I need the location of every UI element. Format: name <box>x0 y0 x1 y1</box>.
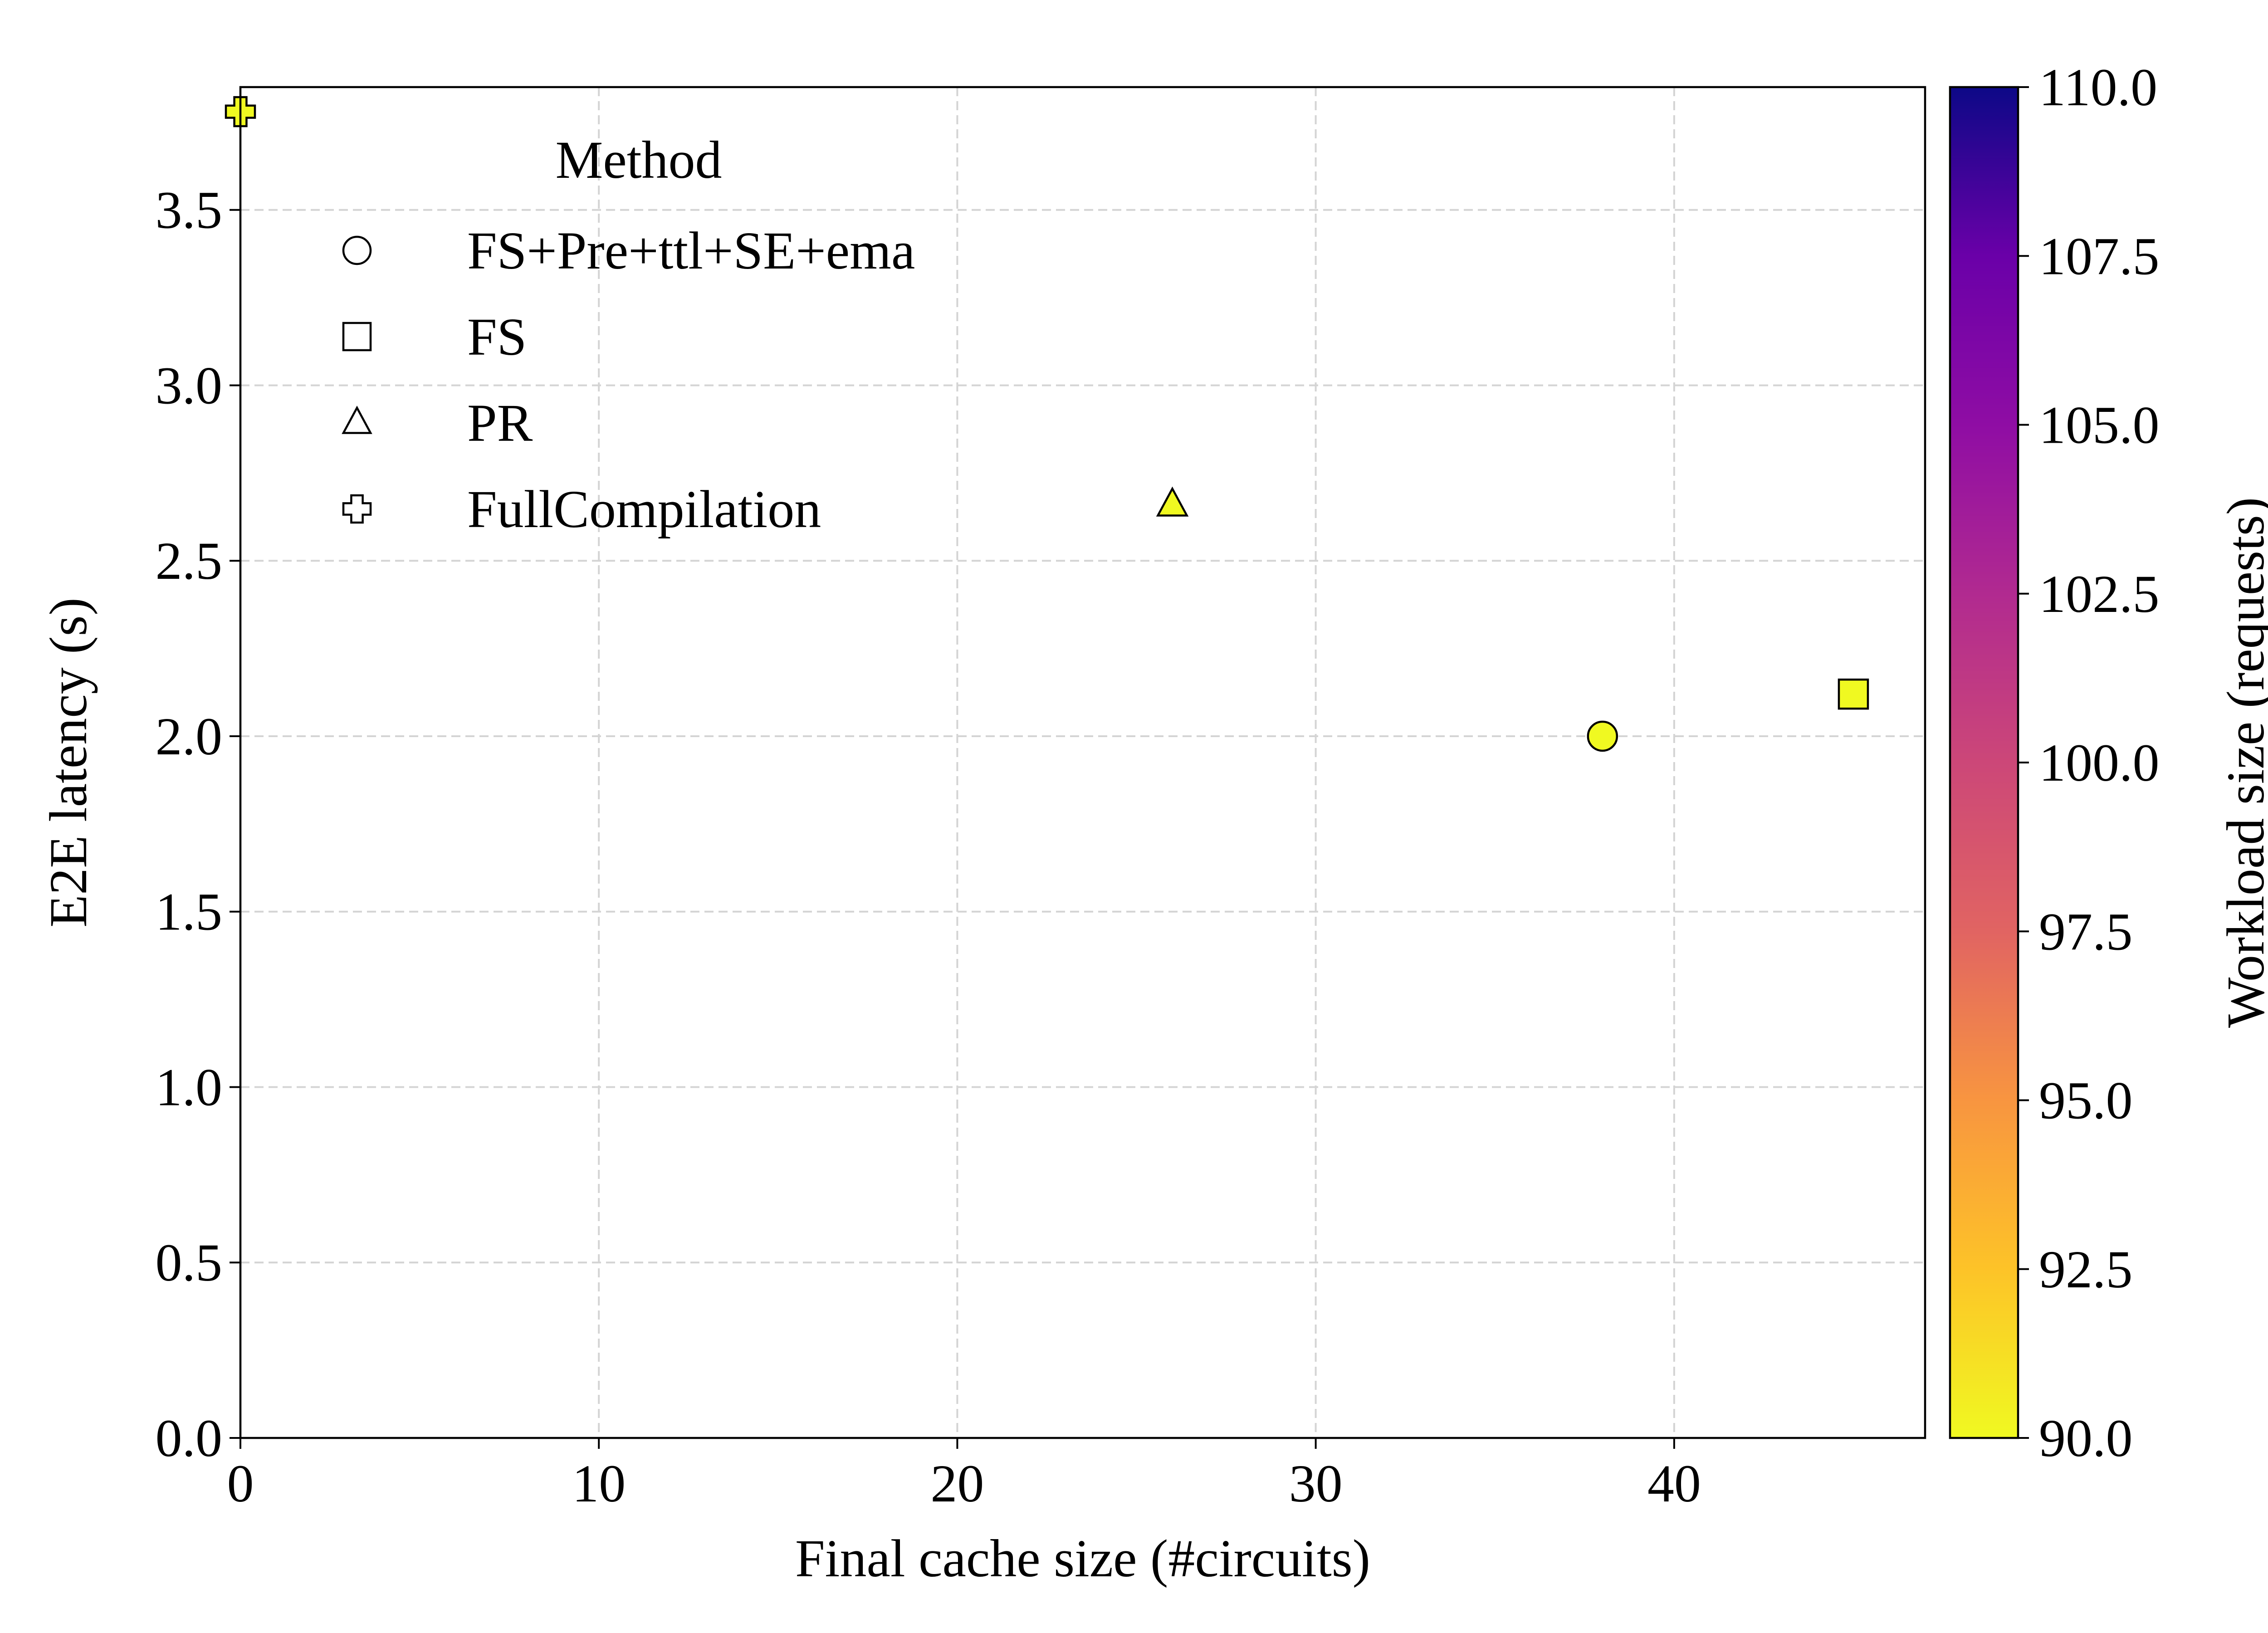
data-points <box>225 96 1869 752</box>
legend: Method FS+Pre+ttl+SE+ema FS PR FullCompilat… <box>342 130 915 539</box>
data-point-square <box>1838 678 1869 710</box>
legend-title: Method <box>555 130 722 190</box>
colorbar-tick-label: 92.5 <box>2039 1240 2133 1299</box>
y-tick-label: 3.5 <box>156 181 223 240</box>
legend-marker-triangle-icon <box>342 406 372 434</box>
legend-entry-label: PR <box>467 393 533 453</box>
x-tick-label: 0 <box>227 1454 254 1513</box>
legend-entry-label: FullCompilation <box>467 479 821 539</box>
colorbar-tick-label: 110.0 <box>2039 58 2157 117</box>
colorbar-ticks: 90.0 92.5 95.0 97.5 100.0 102.5 105.0 107.5 110.… <box>2018 58 2160 1468</box>
y-tick-label: 3.0 <box>156 356 223 415</box>
gridlines <box>240 87 1925 1439</box>
legend-entry-label: FS <box>467 307 527 367</box>
x-tick-label: 20 <box>930 1454 984 1513</box>
colorbar-label: Workload size (requests) <box>2216 497 2268 1028</box>
colorbar: 90.0 92.5 95.0 97.5 100.0 102.5 105.0 107.5 110.… <box>1949 58 2268 1468</box>
y-tick-label: 2.0 <box>156 707 223 766</box>
colorbar-gradient <box>1949 86 2019 1439</box>
legend-marker-circle-icon <box>342 235 372 265</box>
colorbar-tick-label: 107.5 <box>2039 226 2160 286</box>
y-axis-ticks: 0.0 0.5 1.0 1.5 2.0 2.5 3.0 3.5 <box>156 181 240 1468</box>
colorbar-tick-label: 95.0 <box>2039 1071 2133 1130</box>
colorbar-tick-label: 102.5 <box>2039 564 2160 624</box>
y-tick-label: 1.5 <box>156 882 223 942</box>
colorbar-tick-label: 105.0 <box>2039 396 2160 455</box>
x-tick-label: 40 <box>1647 1454 1701 1513</box>
data-point-triangle <box>1156 486 1189 517</box>
x-tick-label: 10 <box>572 1454 626 1513</box>
colorbar-tick-label: 97.5 <box>2039 902 2133 961</box>
colorbar-tick-label: 100.0 <box>2039 733 2160 792</box>
y-tick-label: 2.5 <box>156 531 223 591</box>
y-tick-label: 1.0 <box>156 1057 223 1117</box>
x-tick-label: 30 <box>1289 1454 1343 1513</box>
x-axis-ticks: 0 10 20 30 40 <box>227 1438 1701 1513</box>
plot-frame <box>239 86 1926 1439</box>
y-tick-label: 0.5 <box>156 1233 223 1292</box>
legend-marker-plus-icon <box>342 494 372 524</box>
legend-marker-square-icon <box>342 322 372 352</box>
y-tick-label: 0.0 <box>156 1408 223 1468</box>
data-point-circle <box>1587 720 1618 752</box>
colorbar-tick-label: 90.0 <box>2039 1408 2133 1468</box>
y-axis-label: E2E latency (s) <box>39 597 98 927</box>
x-axis-label: Final cache size (#circuits) <box>795 1529 1370 1588</box>
legend-entry-label: FS+Pre+ttl+SE+ema <box>467 221 915 280</box>
